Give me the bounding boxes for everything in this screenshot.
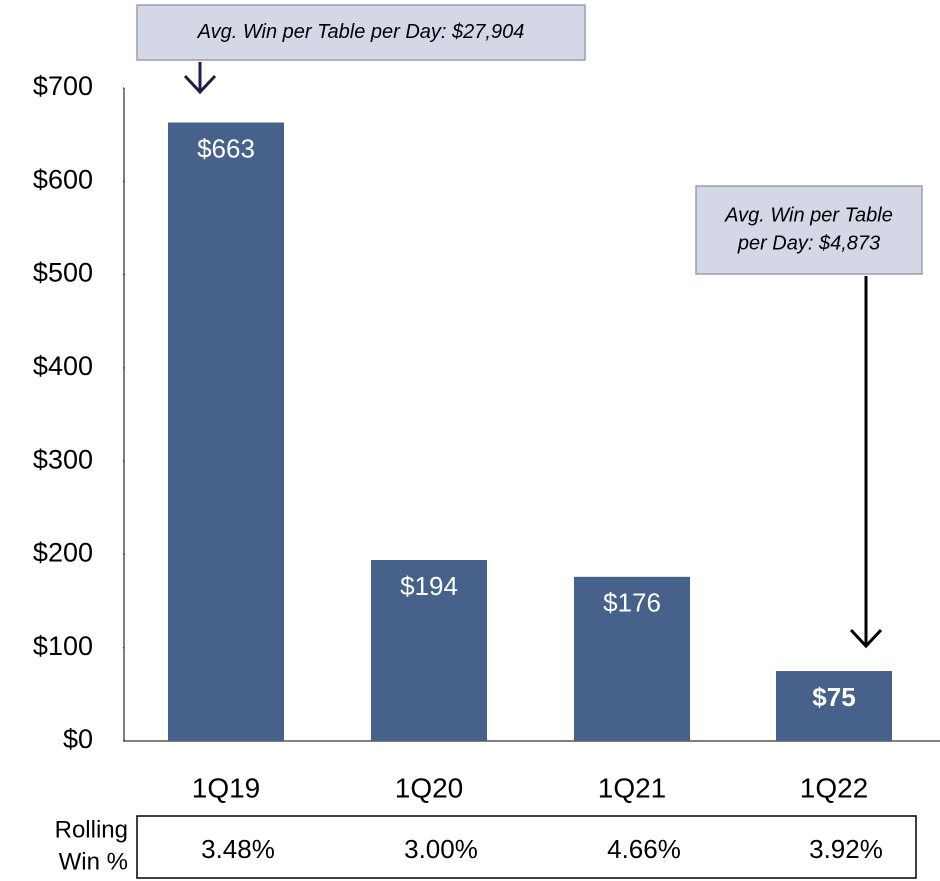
annotation-text: Avg. Win per Table per Day: $27,904 xyxy=(197,21,525,43)
x-tick-label: 1Q21 xyxy=(598,772,667,803)
value-label: $176 xyxy=(603,588,661,618)
annotation-text: Avg. Win per Table xyxy=(724,204,893,226)
x-tick-label: 1Q22 xyxy=(800,772,869,803)
value-label: $194 xyxy=(400,571,458,601)
annotation-box xyxy=(695,185,923,275)
bar xyxy=(371,560,487,741)
bar xyxy=(776,671,892,741)
y-tick-label: $500 xyxy=(33,258,93,288)
y-tick-label: $700 xyxy=(33,71,93,101)
y-tick-label: $100 xyxy=(33,631,93,661)
rolling-win-value: 4.66% xyxy=(607,834,681,864)
bar xyxy=(168,122,284,741)
annotation-box xyxy=(136,4,586,61)
y-tick-label: $400 xyxy=(33,351,93,381)
rolling-win-value: 3.00% xyxy=(404,834,478,864)
rolling-win-label: Win % xyxy=(59,848,128,875)
rolling-win-box xyxy=(136,815,917,879)
value-label: $75 xyxy=(812,682,855,712)
value-label: $663 xyxy=(197,133,255,163)
y-tick-label: $300 xyxy=(33,444,93,474)
y-tick-label: $600 xyxy=(33,164,93,194)
y-tick-label: $0 xyxy=(63,724,93,754)
arrow-head xyxy=(849,628,883,649)
arrow-head xyxy=(183,74,217,95)
annotation-text: per Day: $4,873 xyxy=(737,232,880,254)
rolling-win-label: Rolling xyxy=(55,816,128,843)
rolling-win-value: 3.48% xyxy=(201,834,275,864)
x-tick-label: 1Q19 xyxy=(192,772,261,803)
rolling-win-value: 3.92% xyxy=(809,834,883,864)
bar xyxy=(574,576,690,741)
y-tick-label: $200 xyxy=(33,538,93,568)
x-tick-label: 1Q20 xyxy=(395,772,464,803)
